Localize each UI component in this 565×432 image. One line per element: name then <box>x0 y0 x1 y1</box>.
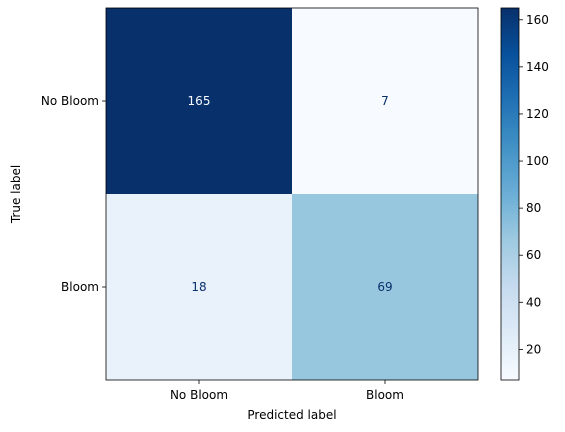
cell-value: 18 <box>191 280 206 294</box>
x-axis-label: Predicted label <box>247 408 336 422</box>
cell-value: 165 <box>188 94 211 108</box>
colorbar-ticks: 20 40 60 80 100 120 140 160 <box>519 13 549 356</box>
colorbar-tick-label: 120 <box>526 107 549 121</box>
cell-value: 7 <box>381 94 389 108</box>
colorbar-tick-label: 60 <box>526 248 541 262</box>
matrix-cell <box>292 194 478 380</box>
cell-value: 69 <box>377 280 392 294</box>
matrix-cell <box>106 194 292 380</box>
x-tick-label: Bloom <box>366 388 404 402</box>
plot-frame <box>105 7 479 381</box>
cell-annotations: 165 7 18 69 <box>188 94 393 294</box>
colorbar-tick-label: 140 <box>526 60 549 74</box>
x-tick-label: No Bloom <box>170 388 228 402</box>
colorbar <box>500 7 520 381</box>
colorbar-tick-label: 40 <box>526 295 541 309</box>
y-axis-ticks: No Bloom Bloom <box>41 94 106 294</box>
matrix-cell <box>106 8 292 194</box>
colorbar-tick-label: 160 <box>526 13 549 27</box>
colorbar-tick-label: 100 <box>526 154 549 168</box>
matrix-cell <box>292 8 478 194</box>
y-tick-label: No Bloom <box>41 94 99 108</box>
matrix-cells <box>106 8 478 380</box>
colorbar-tick-label: 80 <box>526 201 541 215</box>
x-axis-ticks: No Bloom Bloom <box>170 380 404 402</box>
y-tick-label: Bloom <box>61 280 99 294</box>
colorbar-tick-label: 20 <box>526 342 541 356</box>
y-axis-label: True label <box>9 165 23 224</box>
